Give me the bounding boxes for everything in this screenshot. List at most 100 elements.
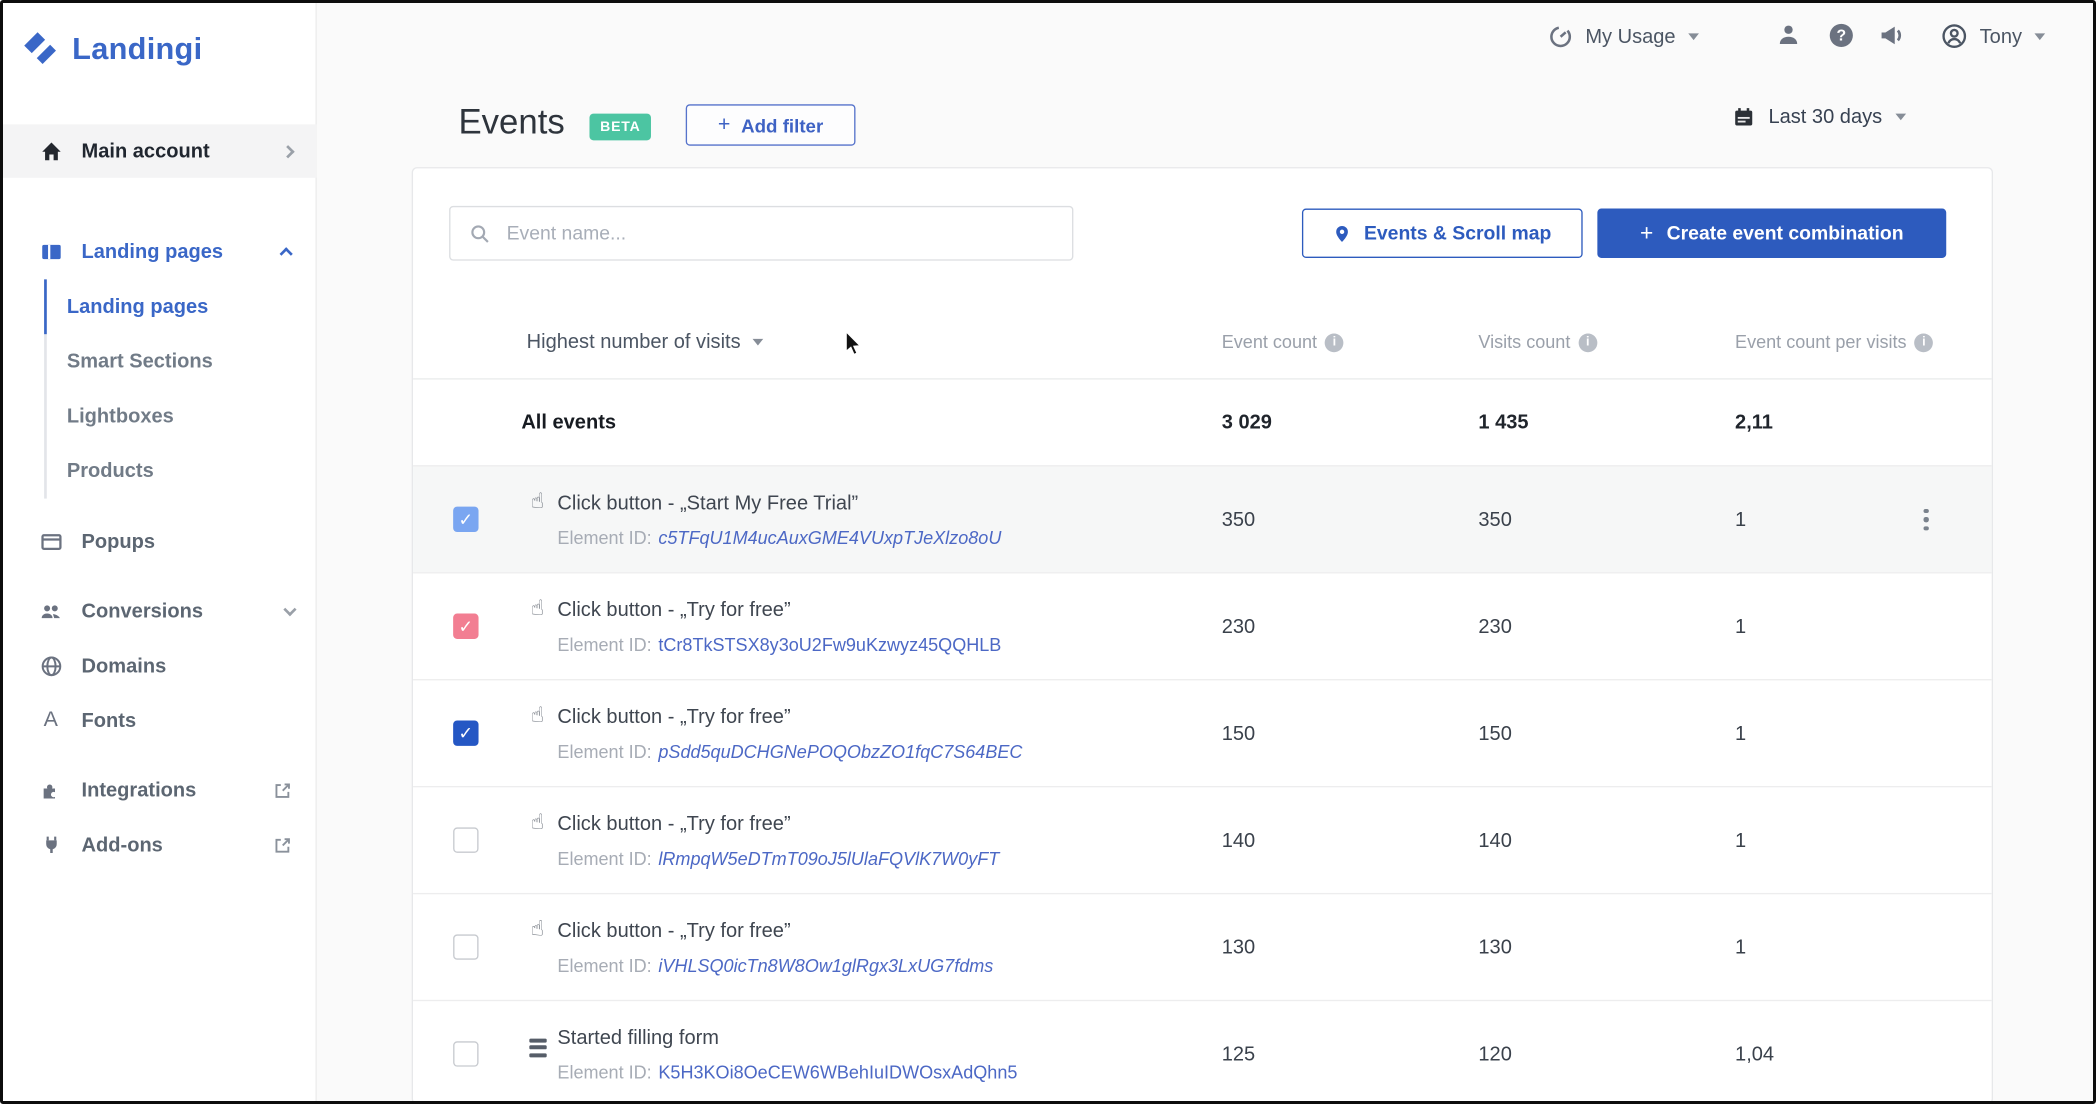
info-icon[interactable]: i [1914, 332, 1934, 352]
plug-icon [39, 834, 63, 855]
event-count-value: 350 [1221, 507, 1256, 531]
event-type-icon: ☝ [525, 490, 549, 514]
row-menu-button[interactable] [1918, 503, 1933, 536]
sidebar-item-integrations[interactable]: Integrations [0, 763, 317, 816]
event-search-input[interactable] [506, 222, 1054, 244]
sidebar-sub-rail [44, 279, 47, 499]
column-header-visits-count: Visits count i [1478, 332, 1598, 352]
event-row: ✓ ☝ Click button - „Try for free” Elemen… [413, 572, 1992, 680]
my-usage-menu[interactable]: My Usage [1548, 20, 1699, 52]
per-visits-value: 1 [1735, 507, 1747, 531]
element-id-value: lRmpqW5eDTmT09oJ5lUlaFQVlK7W0yFT [658, 848, 1000, 869]
landingi-logo[interactable]: Landingi [20, 28, 202, 68]
visits-count-value: 350 [1478, 507, 1512, 531]
user-menu[interactable]: Tony [1941, 20, 2045, 52]
element-id-label: Element ID: [557, 848, 652, 869]
info-icon[interactable]: i [1325, 332, 1344, 352]
per-visits-value: 1 [1735, 721, 1747, 745]
create-event-combination-button[interactable]: + Create event combination [1597, 208, 1947, 258]
sidebar-item-label: Main account [81, 139, 210, 163]
event-row: ✓ ☝ Click button - „Try for free” Elemen… [413, 892, 1992, 1000]
click-hand-icon: ☝ [530, 489, 544, 513]
sidebar-item-fonts[interactable]: A Fonts [0, 694, 317, 747]
sidebar-item-landing-pages-group[interactable]: Landing pages [0, 225, 317, 278]
announcements-button[interactable] [1878, 21, 1906, 49]
row-checkbox[interactable]: ✓ [453, 719, 479, 746]
event-title: Click button - „Try for free” [557, 705, 791, 728]
event-count-value: 230 [1221, 614, 1256, 638]
per-visits-value: 1 [1735, 935, 1747, 959]
visits-count-value: 120 [1478, 1042, 1512, 1066]
event-count-value: 130 [1221, 935, 1256, 959]
sidebar-item-add-ons[interactable]: Add-ons [0, 818, 317, 871]
chevron-up-icon [279, 246, 293, 260]
sidebar-item-conversions[interactable]: Conversions [0, 584, 317, 637]
event-title: Click button - „Try for free” [557, 812, 791, 835]
visits-count-value: 140 [1478, 828, 1512, 852]
event-row: ✓ ☝ Click button - „Start My Free Trial”… [413, 465, 1992, 573]
account-users-button[interactable] [1775, 21, 1802, 48]
events-list: All events 3 029 1 435 2,11 ✓ ☝ Click bu… [413, 379, 1992, 1103]
visits-count-value: 150 [1478, 721, 1512, 745]
event-type-icon: ☝ [525, 704, 549, 728]
sidebar-item-main-account[interactable]: Main account [0, 124, 317, 178]
sidebar-item-domains[interactable]: Domains [0, 639, 317, 692]
element-id-label: Element ID: [557, 1062, 652, 1083]
event-type-icon: ☝ [525, 1025, 549, 1057]
row-checkbox[interactable]: ✓ [453, 612, 479, 639]
element-id-value: c5TFqU1M4ucAuxGME4VUxpTJeXlzo8oU [658, 527, 1002, 548]
events-scroll-map-button[interactable]: Events & Scroll map [1301, 208, 1583, 258]
event-count-value: 150 [1221, 721, 1256, 745]
date-range-selector[interactable]: Last 30 days [1732, 106, 1907, 129]
events-card: Events & Scroll map + Create event combi… [411, 167, 1994, 1104]
font-a-icon: A [43, 708, 58, 732]
per-visits-value: 1 [1735, 828, 1747, 852]
event-title: Click button - „Start My Free Trial” [557, 491, 859, 514]
add-filter-button[interactable]: + Add filter [685, 104, 856, 146]
plus-icon: + [717, 112, 731, 136]
all-events-label: All events [521, 411, 617, 434]
all-events-row: All events 3 029 1 435 2,11 [413, 379, 1992, 466]
mouse-cursor [843, 331, 863, 359]
info-icon[interactable]: i [1578, 332, 1598, 352]
sort-dropdown[interactable]: Highest number of visits [527, 331, 764, 354]
row-checkbox[interactable]: ✓ [453, 505, 479, 532]
sidebar-item-lightboxes[interactable]: Lightboxes [66, 405, 174, 428]
help-button[interactable]: ? [1827, 21, 1855, 49]
click-hand-icon: ☝ [530, 917, 544, 941]
plus-icon: + [1639, 219, 1654, 246]
home-icon [39, 140, 63, 163]
element-id-value: K5H3KOi8OeCEW6WBehIuIDWOsxAdQhn5 [658, 1062, 1018, 1083]
check-icon: ✓ [458, 615, 474, 636]
per-visits-value: 1 [1735, 614, 1747, 638]
click-hand-icon: ☝ [530, 810, 544, 834]
calendar-icon [1732, 106, 1755, 129]
column-header-event-count-per-visits: Event count per visits i [1735, 332, 1934, 352]
all-events-per-visits: 2,11 [1735, 411, 1773, 434]
beta-badge: BETA [589, 113, 652, 141]
visits-count-value: 130 [1478, 935, 1512, 959]
sidebar-item-products[interactable]: Products [66, 459, 154, 483]
form-icon [528, 1037, 547, 1057]
caret-down-icon [2034, 32, 2045, 40]
event-title: Click button - „Try for free” [557, 598, 791, 621]
sidebar-active-rail [44, 279, 47, 335]
sidebar-item-popups[interactable]: Popups [0, 515, 317, 568]
element-id-label: Element ID: [557, 741, 652, 762]
row-checkbox[interactable]: ✓ [453, 826, 479, 853]
sidebar-item-landing-pages[interactable]: Landing pages [66, 295, 209, 319]
check-icon: ✓ [458, 722, 474, 743]
row-checkbox[interactable]: ✓ [453, 933, 479, 960]
landing-pages-icon [39, 240, 63, 263]
event-search [449, 205, 1074, 261]
page-title: Events [458, 101, 565, 142]
element-id-label: Element ID: [557, 527, 652, 548]
check-icon: ✓ [458, 508, 474, 529]
row-checkbox[interactable]: ✓ [453, 1040, 479, 1067]
user-avatar-icon [1941, 23, 1968, 50]
people-icon [39, 600, 63, 623]
sidebar: Landingi Main account Landing pages Land… [0, 0, 317, 1104]
puzzle-icon [39, 779, 63, 802]
sidebar-item-smart-sections[interactable]: Smart Sections [66, 350, 213, 373]
